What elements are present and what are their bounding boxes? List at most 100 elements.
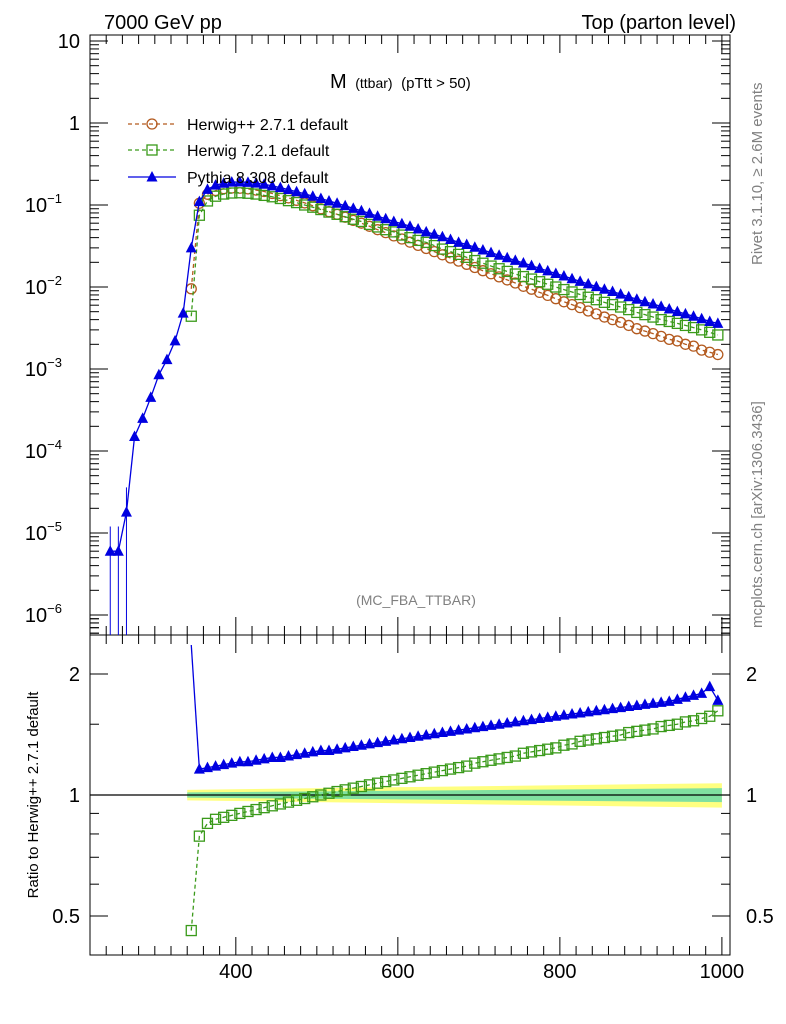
x-tick-label: 600 — [381, 961, 414, 983]
main-point — [671, 305, 683, 317]
ratio-point — [323, 744, 335, 756]
ratio-point — [355, 739, 367, 750]
main-point — [704, 326, 716, 338]
ratio-point — [542, 743, 554, 755]
main-point — [566, 298, 578, 311]
y-tick-label: 1 — [69, 113, 80, 135]
legend-label: Pythia 8.308 default — [187, 170, 329, 187]
main-point — [177, 307, 189, 318]
main-point — [582, 291, 594, 303]
ratio-ylabel: Ratio to Herwig++ 2.7.1 default — [25, 691, 42, 899]
ratio-point — [461, 722, 473, 734]
main-point — [388, 226, 400, 238]
main-point — [696, 312, 708, 324]
main-point — [687, 321, 700, 334]
main-point — [517, 270, 530, 283]
main-point — [145, 391, 157, 402]
ratio-point — [274, 798, 287, 810]
ratio-point — [185, 924, 197, 937]
ratio-point — [671, 693, 683, 704]
main-point — [210, 179, 222, 190]
ratio-point — [517, 747, 530, 759]
main-point — [461, 251, 473, 263]
main-point — [655, 313, 667, 326]
main-point — [436, 243, 449, 255]
main-point — [234, 175, 246, 187]
ratio-point — [558, 709, 570, 720]
ratio-point — [663, 695, 675, 706]
ratio-point — [501, 751, 513, 764]
ratio-point — [712, 694, 724, 705]
ratio-point — [218, 758, 230, 770]
ratio-point — [509, 715, 521, 727]
main-point — [623, 303, 635, 316]
main-point — [218, 177, 230, 188]
main-point — [647, 327, 659, 340]
ratio-point — [355, 780, 368, 793]
main-point — [274, 181, 286, 193]
main-point — [452, 248, 465, 261]
ratio-point — [469, 757, 481, 769]
main-plot-frame — [89, 34, 731, 636]
ratio-point — [533, 744, 546, 757]
x-tick-label: 1000 — [700, 961, 745, 983]
ratio-point — [574, 735, 586, 747]
analysis-watermark: (MC_FBA_TTBAR) — [356, 592, 476, 608]
ratio-point — [250, 754, 262, 765]
ratio-point — [339, 784, 351, 796]
main-point — [550, 267, 562, 279]
main-point — [615, 288, 627, 299]
ratio-point — [299, 792, 311, 805]
main-point — [574, 288, 586, 301]
ratio-point — [526, 713, 538, 725]
main-point — [396, 217, 408, 229]
ratio-point — [671, 718, 683, 730]
main-point — [371, 221, 384, 233]
legend-marker — [146, 118, 158, 130]
main-point — [598, 283, 610, 294]
main-point — [226, 176, 238, 187]
main-point — [606, 313, 619, 326]
ratio-point — [550, 710, 562, 721]
ratio-point — [331, 743, 343, 754]
main-point — [607, 285, 619, 297]
main-point — [453, 236, 465, 247]
main-point — [469, 241, 481, 252]
ratio-point — [290, 794, 303, 806]
main-point — [282, 183, 294, 195]
ratio-point — [453, 724, 465, 735]
ratio-point — [371, 777, 384, 789]
ratio-point — [639, 698, 651, 709]
ratio-point — [339, 741, 351, 753]
ratio-point — [363, 737, 375, 749]
ratio-point — [485, 754, 497, 766]
main-point — [274, 192, 287, 205]
ratio-point — [396, 772, 408, 785]
main-point — [647, 311, 659, 323]
legend-marker — [146, 144, 158, 156]
ratio-point — [679, 716, 692, 728]
ratio-point — [428, 727, 440, 739]
ratio-point — [193, 763, 205, 774]
ratio-point — [282, 796, 295, 808]
ratio-point — [242, 755, 254, 767]
main-point — [282, 194, 295, 207]
main-point — [501, 265, 513, 278]
main-point — [550, 281, 562, 293]
main-point — [598, 296, 611, 308]
ratio-point — [615, 701, 627, 713]
x-tick-label: 400 — [219, 961, 252, 983]
ratio-point — [420, 768, 432, 780]
main-point — [663, 302, 675, 314]
ratio-point — [193, 830, 206, 842]
main-point — [695, 344, 708, 356]
main-point — [614, 316, 627, 329]
main-point — [647, 298, 659, 309]
main-point — [355, 215, 368, 228]
ratio-point — [639, 724, 651, 736]
main-point — [193, 209, 206, 221]
ratio-point — [493, 753, 505, 765]
header-right: Top (parton level) — [581, 12, 736, 34]
ratio-point — [436, 764, 449, 777]
main-point — [712, 348, 724, 361]
